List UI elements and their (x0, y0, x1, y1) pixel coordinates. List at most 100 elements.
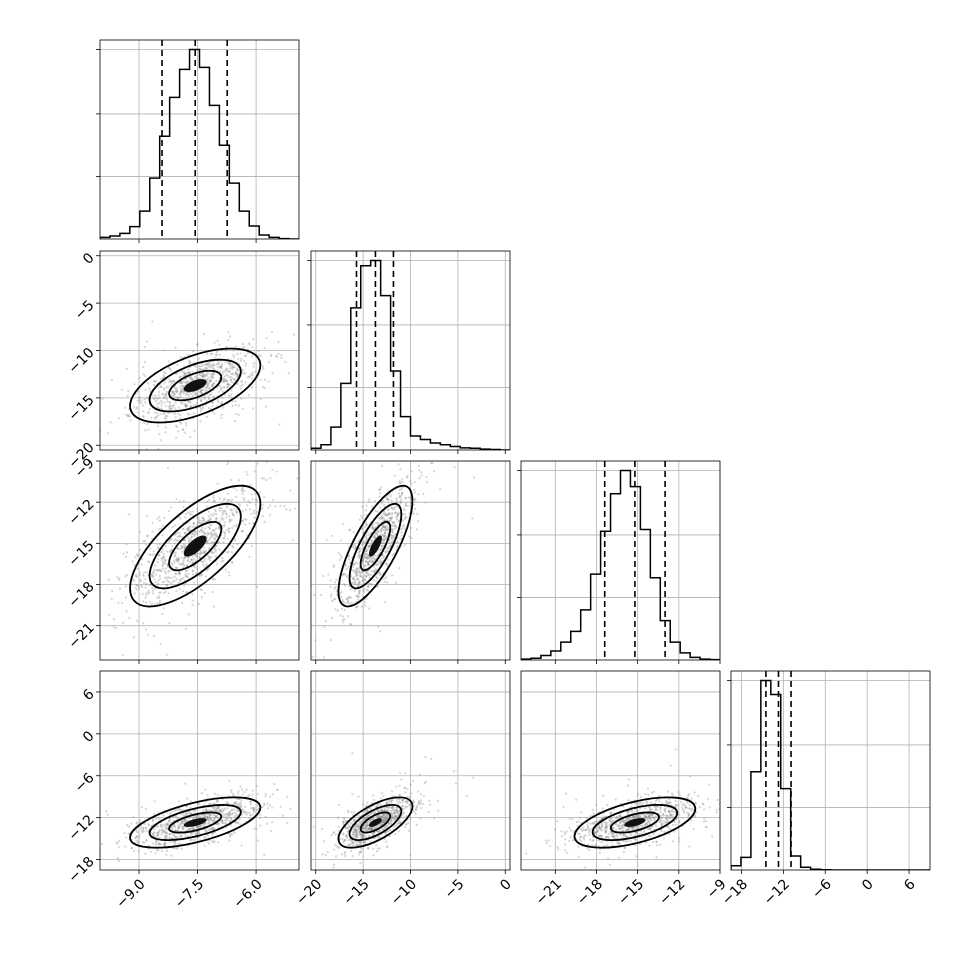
sample-point (220, 560, 223, 563)
sample-point (136, 584, 139, 587)
sample-point (157, 579, 160, 582)
sample-point (330, 534, 333, 537)
sample-point (221, 821, 224, 824)
sample-point (604, 830, 608, 833)
sample-point (171, 379, 174, 383)
panel-2-2 (517, 460, 721, 664)
sample-point (207, 382, 210, 385)
sample-point (363, 574, 366, 577)
sample-point (383, 809, 386, 813)
sample-point (115, 626, 118, 630)
sample-point (215, 350, 218, 354)
sample-point (229, 834, 232, 837)
sample-point (360, 835, 363, 838)
sample-point (211, 384, 214, 387)
sample-point (228, 813, 231, 816)
contour-level-1 (148, 804, 242, 842)
sample-point (360, 848, 363, 851)
sample-point (154, 399, 158, 403)
sample-point (383, 555, 386, 558)
sample-point (379, 545, 383, 548)
sample-point (243, 346, 246, 349)
sample-point (414, 499, 417, 502)
sample-point (347, 844, 350, 847)
sample-point (200, 588, 203, 592)
sample-point (214, 555, 217, 558)
sample-point (357, 828, 360, 831)
sample-point (121, 653, 124, 657)
sample-point (396, 814, 400, 817)
sample-point (220, 364, 223, 367)
sample-point (244, 362, 247, 365)
sample-point (403, 509, 406, 512)
sample-point (334, 855, 338, 858)
sample-point (186, 797, 189, 800)
sample-point (354, 831, 357, 834)
sample-point (612, 835, 615, 838)
sample-point (382, 794, 385, 797)
sample-point (256, 792, 259, 796)
sample-point (233, 379, 236, 382)
sample-point (190, 377, 193, 380)
sample-point (218, 353, 221, 356)
x-tick-label: −6.0 (230, 876, 265, 911)
sample-point (143, 345, 147, 349)
sample-point (184, 782, 187, 785)
sample-point (594, 831, 597, 835)
sample-point (220, 416, 223, 419)
sample-point (182, 557, 185, 560)
sample-point (153, 603, 156, 606)
sample-point (164, 572, 168, 575)
sample-point (186, 354, 189, 357)
sample-point (177, 558, 180, 561)
sample-point (227, 530, 231, 533)
sample-point (146, 422, 149, 426)
sample-point (221, 812, 224, 815)
sample-point (206, 533, 209, 537)
sample-point (364, 575, 367, 578)
sample-point (116, 842, 119, 845)
sample-point (137, 841, 140, 844)
sample-point (225, 506, 229, 509)
sample-point (169, 550, 172, 554)
sample-point (376, 810, 380, 813)
sample-point (197, 516, 200, 519)
sample-point (176, 391, 179, 394)
sample-point (452, 770, 455, 773)
sample-point (380, 516, 383, 519)
sample-point (393, 524, 396, 528)
sample-point (354, 828, 357, 831)
sample-point (166, 822, 169, 825)
sample-point (329, 639, 332, 642)
sample-point (631, 809, 634, 812)
sample-point (371, 524, 374, 527)
sample-point (341, 619, 344, 622)
sample-point (386, 514, 389, 517)
sample-point (255, 827, 258, 830)
sample-point (189, 827, 192, 830)
sample-point (164, 822, 168, 826)
sample-point (322, 656, 326, 659)
sample-point (175, 578, 179, 581)
sample-point (611, 834, 614, 837)
sample-point (139, 579, 143, 583)
sample-point (209, 818, 212, 821)
sample-point (363, 567, 366, 570)
sample-point (186, 526, 190, 529)
sample-point (135, 588, 138, 591)
sample-point (246, 504, 249, 507)
sample-point (161, 581, 164, 584)
sample-point (128, 616, 131, 620)
sample-point (239, 806, 242, 809)
sample-point (358, 830, 361, 833)
sample-point (391, 521, 394, 524)
sample-point (171, 525, 174, 529)
sample-point (381, 516, 384, 519)
sample-point (232, 794, 235, 797)
sample-point (407, 829, 411, 832)
sample-point (239, 802, 242, 805)
sample-point (367, 828, 371, 831)
sample-point (207, 842, 211, 845)
sample-point (460, 403, 462, 405)
sample-point (228, 364, 232, 367)
